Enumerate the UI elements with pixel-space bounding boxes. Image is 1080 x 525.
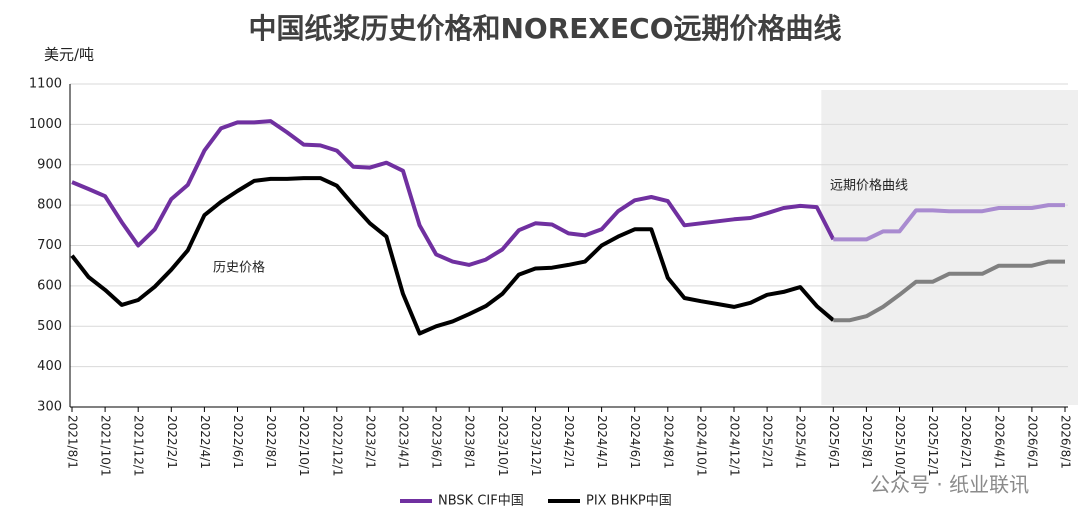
y-tick-label: 600 [37, 278, 62, 293]
x-tick-label: 2026/2/1 [959, 415, 973, 469]
series-line [70, 176, 835, 336]
x-tick-label: 2023/2/1 [363, 415, 377, 469]
x-tick-label: 2026/8/1 [1059, 415, 1073, 469]
y-tick-label: 1100 [29, 77, 62, 92]
x-tick-label: 2022/6/1 [231, 415, 245, 469]
x-tick-label: 2024/12/1 [728, 415, 742, 477]
x-tick-label: 2024/6/1 [628, 415, 642, 469]
x-tick-label: 2025/2/1 [761, 415, 775, 469]
forecast-region [821, 90, 1078, 405]
x-tick-label: 2023/12/1 [529, 415, 543, 477]
x-tick-label: 2025/4/1 [794, 415, 808, 469]
y-tick-label: 700 [37, 238, 62, 253]
x-tick-label: 2022/8/1 [264, 415, 278, 469]
x-tick-label: 2024/4/1 [595, 415, 609, 469]
y-tick-label: 800 [37, 198, 62, 213]
annotation: 历史价格 [213, 260, 265, 276]
x-tick-label: 2025/6/1 [827, 415, 841, 469]
x-tick-label: 2026/6/1 [1025, 415, 1039, 469]
x-tick-label: 2024/10/1 [694, 415, 708, 477]
legend-label: NBSK CIF中国 [438, 494, 524, 509]
x-tick-label: 2022/4/1 [198, 415, 212, 469]
y-tick-label: 400 [37, 359, 62, 374]
x-tick-label: 2026/4/1 [992, 415, 1006, 469]
x-tick-label: 2024/8/1 [661, 415, 675, 469]
y-tick-label: 500 [37, 319, 62, 334]
x-tick-label: 2021/12/1 [132, 415, 146, 477]
x-tick-label: 2025/10/1 [893, 415, 907, 477]
x-tick-label: 2023/8/1 [463, 415, 477, 469]
x-tick-label: 2022/2/1 [165, 415, 179, 469]
forecast-line [833, 259, 1065, 323]
series-line [71, 119, 836, 267]
x-tick-label: 2023/6/1 [430, 415, 444, 469]
y-tick-label: 900 [37, 157, 62, 172]
y-axis-label: 美元/吨 [44, 46, 94, 64]
watermark: 公众号 · 纸业联讯 [870, 473, 1029, 497]
x-tick-label: 2024/2/1 [562, 415, 576, 469]
x-tick-label: 2023/4/1 [397, 415, 411, 469]
x-tick-label: 2022/10/1 [297, 415, 311, 477]
x-tick-label: 2025/12/1 [926, 415, 940, 477]
y-tick-label: 300 [37, 400, 62, 415]
x-tick-label: 2022/12/1 [330, 415, 344, 477]
y-tick-label: 1000 [29, 117, 62, 132]
annotation: 远期价格曲线 [830, 178, 908, 194]
x-tick-label: 2021/10/1 [99, 415, 113, 477]
x-tick-label: 2021/8/1 [66, 415, 80, 469]
x-tick-label: 2023/10/1 [496, 415, 510, 477]
forecast-line [833, 203, 1065, 242]
chart-title: 中国纸浆历史价格和NOREXECO远期价格曲线 [249, 12, 842, 45]
legend-label: PIX BHKP中国 [586, 494, 672, 509]
x-tick-label: 2025/8/1 [860, 415, 874, 469]
